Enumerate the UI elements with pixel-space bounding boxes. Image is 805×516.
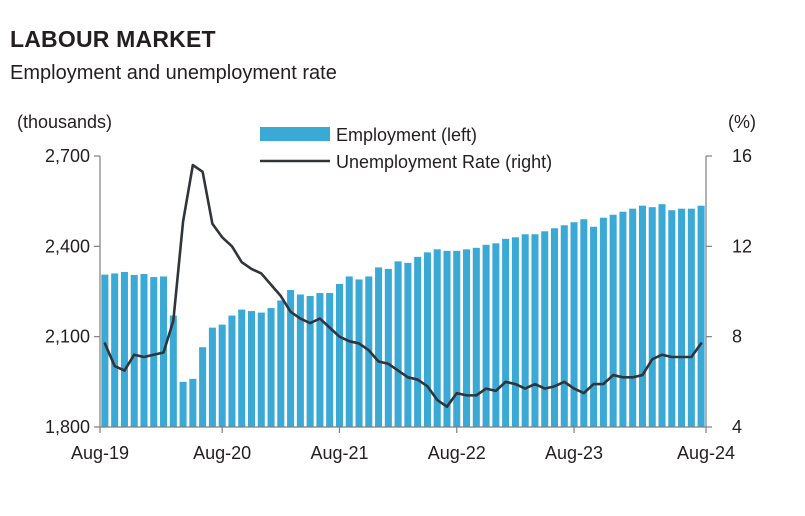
left-axis-unit: (thousands) xyxy=(17,112,112,132)
employment-bar xyxy=(189,378,197,427)
employment-bar xyxy=(570,222,578,427)
employment-bar xyxy=(648,207,656,427)
employment-bar xyxy=(238,309,246,427)
right-tick-label: 16 xyxy=(732,146,752,166)
employment-bar xyxy=(560,225,568,427)
employment-bar xyxy=(590,226,598,427)
legend: Employment (left) Unemployment Rate (rig… xyxy=(260,125,552,172)
employment-bar xyxy=(511,237,519,427)
employment-bar xyxy=(638,205,646,427)
employment-bar xyxy=(335,283,343,427)
left-tick-label: 2,400 xyxy=(45,236,90,256)
employment-bar xyxy=(550,228,559,427)
left-axis-ticks: 1,800 2,100 2,400 2,700 xyxy=(45,146,100,437)
employment-bar xyxy=(531,234,539,427)
axes xyxy=(99,156,707,428)
employment-bar xyxy=(306,296,314,427)
right-tick-label: 12 xyxy=(732,236,752,256)
employment-bar xyxy=(541,231,549,427)
employment-bar xyxy=(247,311,256,427)
employment-bar xyxy=(472,247,480,427)
employment-bar xyxy=(609,214,617,427)
employment-bar xyxy=(375,267,383,427)
employment-bar xyxy=(130,274,138,427)
employment-bar xyxy=(414,256,422,427)
employment-bar xyxy=(199,347,207,427)
employment-bar xyxy=(179,381,187,427)
x-tick-label: Aug-21 xyxy=(310,443,368,463)
legend-unemployment-label: Unemployment Rate (right) xyxy=(336,152,552,172)
employment-bar xyxy=(619,211,627,427)
employment-bar xyxy=(355,279,363,427)
employment-bar xyxy=(404,262,412,427)
employment-bar xyxy=(228,315,236,427)
x-tick-label: Aug-22 xyxy=(428,443,486,463)
legend-employment-swatch xyxy=(260,127,330,141)
employment-bar xyxy=(443,250,451,427)
employment-bar xyxy=(687,208,695,427)
employment-bars xyxy=(101,204,705,427)
right-axis-ticks: 4 8 12 16 xyxy=(706,146,752,437)
employment-bar xyxy=(257,312,265,427)
chart-title: LABOUR MARKET xyxy=(10,26,216,52)
employment-bar xyxy=(150,277,158,427)
employment-bar xyxy=(316,293,324,427)
employment-bar xyxy=(345,276,353,427)
employment-bar xyxy=(394,261,402,427)
employment-bar xyxy=(482,244,490,427)
employment-bar xyxy=(492,243,500,427)
employment-bar xyxy=(423,252,431,427)
employment-bar xyxy=(433,249,441,427)
employment-bar xyxy=(287,289,295,427)
right-tick-label: 4 xyxy=(732,417,742,437)
employment-bar xyxy=(120,271,128,427)
employment-bar xyxy=(629,208,637,427)
chart-subtitle: Employment and unemployment rate xyxy=(10,62,337,84)
employment-bar xyxy=(218,324,226,427)
employment-bar xyxy=(668,210,676,427)
employment-bar xyxy=(599,217,607,427)
employment-bar xyxy=(111,273,119,427)
x-tick-label: Aug-20 xyxy=(193,443,251,463)
employment-bar xyxy=(502,238,510,427)
x-tick-label: Aug-19 xyxy=(71,443,129,463)
employment-bar xyxy=(277,300,285,427)
x-axis-ticks: Aug-19 Aug-20 Aug-21 Aug-22 Aug-23 Aug-24 xyxy=(71,427,735,463)
employment-bar xyxy=(453,250,461,427)
left-tick-label: 2,100 xyxy=(45,327,90,347)
employment-bar xyxy=(169,315,177,427)
unemployment-rate-line xyxy=(103,163,703,408)
left-tick-label: 1,800 xyxy=(45,417,90,437)
legend-employment-label: Employment (left) xyxy=(336,125,477,145)
employment-bar xyxy=(296,294,304,427)
right-axis-unit: (%) xyxy=(728,112,756,132)
employment-bar xyxy=(521,234,529,427)
right-tick-label: 8 xyxy=(732,327,742,347)
employment-bar xyxy=(463,249,471,427)
left-tick-label: 2,700 xyxy=(45,146,90,166)
employment-bar xyxy=(326,293,334,427)
employment-bar xyxy=(101,274,109,427)
employment-bar xyxy=(208,327,216,427)
x-tick-label: Aug-23 xyxy=(545,443,603,463)
x-tick-label: Aug-24 xyxy=(677,443,735,463)
employment-bar xyxy=(140,274,148,427)
employment-bar xyxy=(697,205,705,427)
employment-bar xyxy=(658,204,666,427)
employment-bar xyxy=(678,208,686,427)
employment-bar xyxy=(267,308,275,427)
employment-bar xyxy=(384,268,392,427)
employment-bar xyxy=(580,219,588,427)
